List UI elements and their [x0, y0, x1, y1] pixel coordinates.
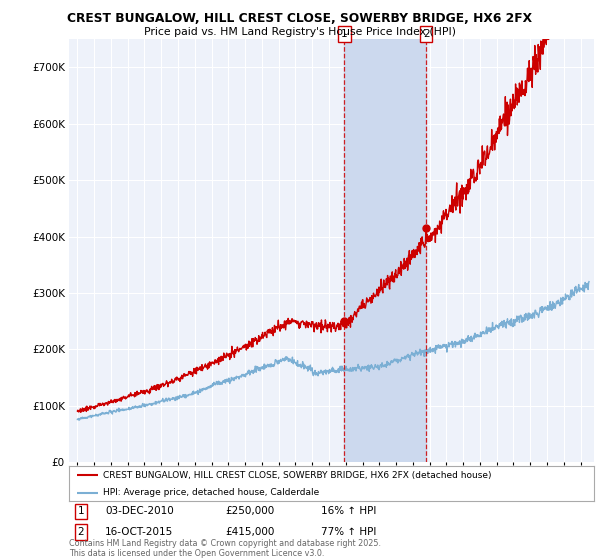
- Text: 2: 2: [423, 29, 430, 39]
- Text: CREST BUNGALOW, HILL CREST CLOSE, SOWERBY BRIDGE, HX6 2FX: CREST BUNGALOW, HILL CREST CLOSE, SOWERB…: [67, 12, 533, 25]
- Text: £250,000: £250,000: [225, 506, 274, 516]
- Text: 16% ↑ HPI: 16% ↑ HPI: [321, 506, 376, 516]
- Text: 16-OCT-2015: 16-OCT-2015: [105, 527, 173, 537]
- Text: HPI: Average price, detached house, Calderdale: HPI: Average price, detached house, Cald…: [103, 488, 319, 497]
- Text: 1: 1: [77, 506, 85, 516]
- Text: 03-DEC-2010: 03-DEC-2010: [105, 506, 174, 516]
- Text: Contains HM Land Registry data © Crown copyright and database right 2025.
This d: Contains HM Land Registry data © Crown c…: [69, 539, 381, 558]
- Text: £415,000: £415,000: [225, 527, 274, 537]
- Text: 77% ↑ HPI: 77% ↑ HPI: [321, 527, 376, 537]
- Text: Price paid vs. HM Land Registry's House Price Index (HPI): Price paid vs. HM Land Registry's House …: [144, 27, 456, 37]
- Bar: [344, 39, 426, 462]
- Text: 1: 1: [341, 29, 348, 39]
- Text: CREST BUNGALOW, HILL CREST CLOSE, SOWERBY BRIDGE, HX6 2FX (detached house): CREST BUNGALOW, HILL CREST CLOSE, SOWERB…: [103, 470, 491, 480]
- Text: 2: 2: [77, 527, 85, 537]
